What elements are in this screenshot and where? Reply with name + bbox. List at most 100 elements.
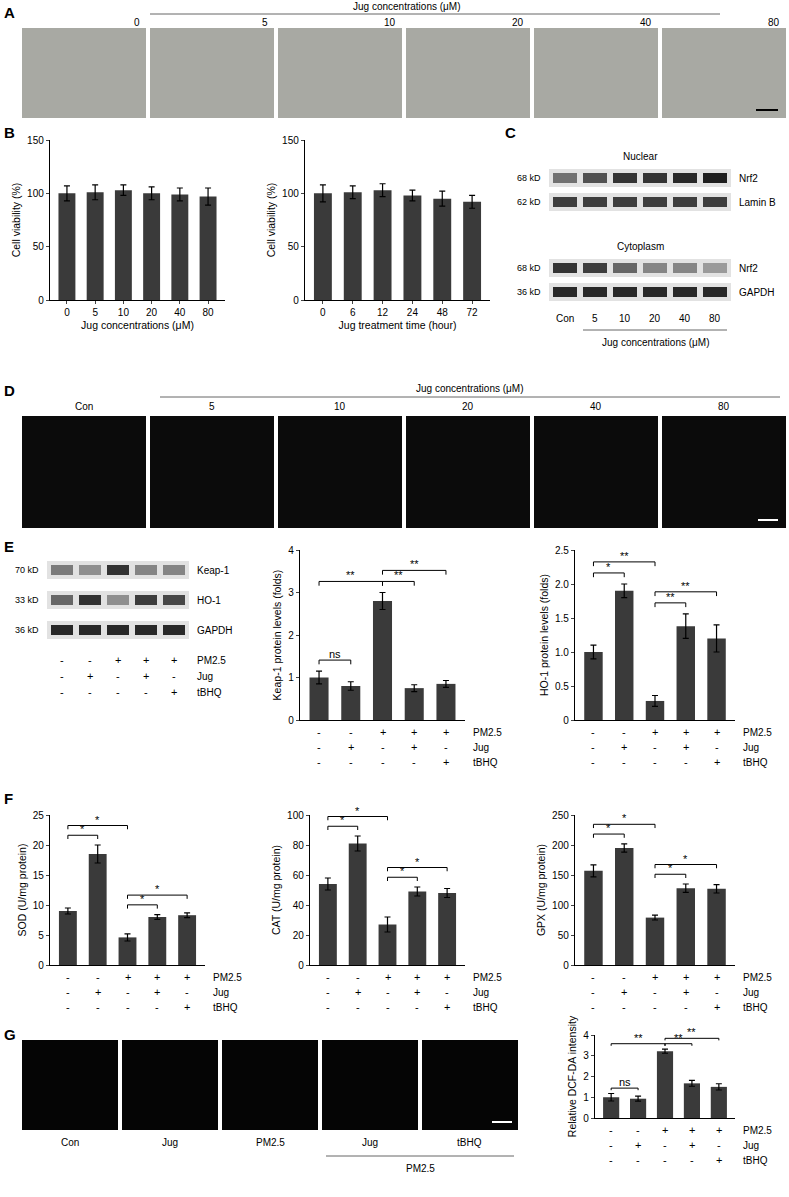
svg-text:**: **	[634, 1032, 643, 1044]
svg-text:E: E	[4, 538, 14, 555]
svg-text:Jug: Jug	[197, 671, 213, 682]
svg-text:5: 5	[38, 930, 44, 941]
svg-text:-: -	[386, 1001, 390, 1013]
svg-text:-: -	[326, 986, 330, 998]
svg-text:-: -	[444, 741, 448, 753]
svg-text:+: +	[689, 1124, 695, 1136]
svg-text:-: -	[622, 1001, 626, 1013]
svg-text:-: -	[622, 756, 626, 768]
svg-text:150: 150	[282, 135, 299, 146]
svg-text:-: -	[144, 686, 148, 698]
svg-text:-: -	[653, 741, 657, 753]
svg-text:-: -	[609, 1124, 613, 1136]
svg-text:20: 20	[293, 930, 305, 941]
svg-text:+: +	[125, 971, 131, 983]
svg-text:-: -	[317, 726, 321, 738]
svg-text:tBHQ: tBHQ	[743, 1155, 768, 1166]
svg-text:tBHQ: tBHQ	[457, 1137, 482, 1148]
svg-text:+: +	[683, 986, 689, 998]
svg-text:33 kD: 33 kD	[15, 595, 39, 605]
svg-text:D: D	[4, 382, 15, 399]
svg-text:68 kD: 68 kD	[517, 263, 541, 273]
svg-text:10: 10	[33, 900, 45, 911]
svg-text:150: 150	[27, 135, 44, 146]
svg-text:5: 5	[262, 17, 268, 28]
svg-text:+: +	[414, 971, 420, 983]
svg-text:-: -	[116, 686, 120, 698]
svg-text:tBHQ: tBHQ	[473, 757, 498, 768]
svg-text:12: 12	[377, 307, 389, 318]
svg-text:-: -	[415, 1001, 419, 1013]
svg-text:-: -	[326, 971, 330, 983]
svg-text:-: -	[591, 971, 595, 983]
svg-text:-: -	[60, 686, 64, 698]
svg-text:+: +	[689, 1139, 695, 1151]
svg-text:ns: ns	[619, 1076, 631, 1088]
svg-text:-: -	[126, 1001, 130, 1013]
svg-text:24: 24	[407, 307, 419, 318]
svg-text:Jug: Jug	[743, 742, 759, 753]
svg-text:0: 0	[64, 307, 70, 318]
svg-text:Cell viability (%): Cell viability (%)	[265, 183, 277, 258]
svg-text:Nrf2: Nrf2	[739, 263, 758, 274]
svg-text:tBHQ: tBHQ	[213, 1002, 238, 1013]
svg-text:-: -	[381, 756, 385, 768]
svg-text:50: 50	[288, 241, 300, 252]
svg-text:**: **	[394, 569, 403, 581]
svg-text:PM2.5: PM2.5	[473, 972, 502, 983]
svg-text:PM2.5: PM2.5	[213, 972, 242, 983]
svg-text:Con: Con	[556, 313, 574, 324]
svg-text:-: -	[381, 741, 385, 753]
svg-text:PM2.5: PM2.5	[473, 727, 502, 738]
svg-text:*: *	[606, 561, 611, 573]
svg-text:CAT (U/mg protein): CAT (U/mg protein)	[270, 845, 282, 935]
svg-text:*: *	[683, 853, 688, 865]
svg-text:**: **	[620, 550, 629, 562]
svg-text:+: +	[443, 726, 449, 738]
svg-text:36 kD: 36 kD	[15, 625, 39, 635]
svg-text:B: B	[4, 124, 15, 141]
svg-text:Jug concentrations (μM): Jug concentrations (μM)	[81, 319, 194, 331]
svg-text:80: 80	[768, 17, 780, 28]
svg-text:1: 1	[583, 1092, 589, 1103]
svg-text:Cell viability (%): Cell viability (%)	[10, 183, 22, 258]
svg-text:+: +	[171, 686, 177, 698]
svg-text:+: +	[154, 971, 160, 983]
svg-text:+: +	[411, 726, 417, 738]
svg-text:+: +	[716, 1124, 722, 1136]
svg-text:5: 5	[92, 307, 98, 318]
svg-text:Jug treatment time (hour): Jug treatment time (hour)	[339, 319, 457, 331]
svg-text:Jug: Jug	[162, 1137, 178, 1148]
svg-text:Jug: Jug	[362, 1137, 378, 1148]
svg-text:Jug: Jug	[473, 987, 489, 998]
svg-text:15: 15	[33, 870, 45, 881]
svg-text:tBHQ: tBHQ	[743, 757, 768, 768]
svg-text:62 kD: 62 kD	[517, 197, 541, 207]
svg-text:40: 40	[174, 307, 186, 318]
svg-text:-: -	[66, 986, 70, 998]
svg-text:PM2.5: PM2.5	[743, 972, 772, 983]
svg-text:-: -	[326, 1001, 330, 1013]
svg-text:**: **	[687, 1026, 696, 1038]
svg-text:36 kD: 36 kD	[517, 287, 541, 297]
svg-text:HO-1: HO-1	[197, 595, 221, 606]
svg-text:-: -	[609, 1154, 613, 1166]
svg-text:40: 40	[293, 900, 305, 911]
svg-text:0.5: 0.5	[555, 681, 569, 692]
svg-text:-: -	[591, 1001, 595, 1013]
svg-text:3: 3	[288, 587, 294, 598]
svg-text:*: *	[340, 814, 345, 826]
svg-text:40: 40	[590, 401, 602, 412]
svg-text:-: -	[96, 971, 100, 983]
svg-text:-: -	[60, 670, 64, 682]
svg-text:-: -	[66, 1001, 70, 1013]
svg-text:Jug: Jug	[743, 987, 759, 998]
svg-text:-: -	[715, 986, 719, 998]
svg-text:+: +	[652, 971, 658, 983]
svg-text:+: +	[444, 1001, 450, 1013]
svg-text:80: 80	[293, 840, 305, 851]
svg-text:-: -	[317, 756, 321, 768]
svg-text:-: -	[653, 756, 657, 768]
svg-text:6: 6	[350, 307, 356, 318]
svg-text:5: 5	[209, 401, 215, 412]
